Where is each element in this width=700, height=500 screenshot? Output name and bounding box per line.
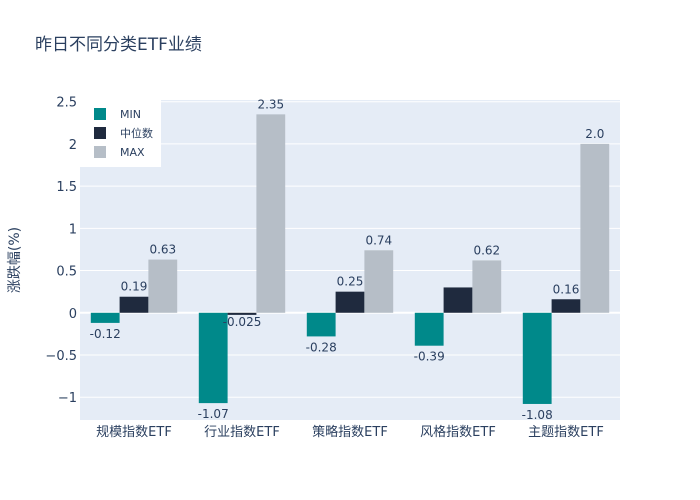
bars xyxy=(90,114,610,404)
x-axis-ticks: 规模指数ETF 行业指数ETF 策略指数ETF 风格指数ETF 主题指数ETF xyxy=(96,424,604,440)
legend-swatch[interactable] xyxy=(94,108,106,120)
data-label: -0.39 xyxy=(414,350,445,364)
data-label: 0.63 xyxy=(149,243,176,257)
data-label: 2.0 xyxy=(585,127,604,141)
legend-label[interactable]: 中位数 xyxy=(120,126,153,140)
data-label: -1.07 xyxy=(198,407,229,421)
x-tick-label: 行业指数ETF xyxy=(204,425,280,440)
bar-MIN-行业指数ETF[interactable] xyxy=(198,312,228,404)
bar-中位数-风格指数ETF[interactable] xyxy=(443,287,473,313)
bar-MIN-风格指数ETF[interactable] xyxy=(414,312,444,346)
x-tick-label: 规模指数ETF xyxy=(96,425,172,440)
y-tick-label: 0.5 xyxy=(56,265,77,280)
data-label: -0.12 xyxy=(90,327,121,341)
bar-MAX-规模指数ETF[interactable] xyxy=(148,259,178,313)
data-label: 0.25 xyxy=(337,275,364,289)
data-label: -0.28 xyxy=(306,340,337,354)
y-tick-label: 1.5 xyxy=(56,180,77,195)
data-label: 0.74 xyxy=(365,233,392,247)
y-tick-label: 2.5 xyxy=(56,96,77,111)
legend-label[interactable]: MAX xyxy=(120,146,145,159)
bar-中位数-主题指数ETF[interactable] xyxy=(551,299,581,313)
y-tick-label: 0 xyxy=(69,307,77,322)
y-axis-title: 涨跌幅(%) xyxy=(7,227,23,293)
legend-swatch[interactable] xyxy=(94,127,106,139)
legend[interactable]: MIN 中位数 MAX xyxy=(80,100,161,167)
bar-MAX-主题指数ETF[interactable] xyxy=(580,143,610,313)
chart-title: 昨日不同分类ETF业绩 xyxy=(35,35,202,55)
bar-MAX-行业指数ETF[interactable] xyxy=(256,114,286,313)
legend-swatch[interactable] xyxy=(94,146,106,158)
legend-box xyxy=(80,100,161,167)
data-labels: -0.12 -1.07 -0.28 -0.39 -1.08 0.19 -0.025 0.25 0… xyxy=(90,97,605,422)
y-axis-ticks: −1 −0.5 0 0.5 1 1.5 2 2.5 xyxy=(45,96,77,407)
bar-MIN-主题指数ETF[interactable] xyxy=(522,312,552,404)
x-tick-label: 策略指数ETF xyxy=(312,424,388,440)
data-label: 0.16 xyxy=(553,282,580,296)
y-tick-label: 2 xyxy=(69,138,77,153)
bar-MAX-策略指数ETF[interactable] xyxy=(364,250,394,313)
x-tick-label: 主题指数ETF xyxy=(528,425,604,440)
bar-MIN-策略指数ETF[interactable] xyxy=(306,312,336,337)
data-label: -1.08 xyxy=(522,408,553,422)
bar-中位数-行业指数ETF[interactable] xyxy=(227,312,257,315)
bar-中位数-规模指数ETF[interactable] xyxy=(119,296,149,313)
data-label: 0.19 xyxy=(121,280,148,294)
data-label: 2.35 xyxy=(257,97,284,111)
y-tick-label: −0.5 xyxy=(45,349,77,364)
bar-MAX-风格指数ETF[interactable] xyxy=(472,260,502,313)
legend-label[interactable]: MIN xyxy=(120,108,141,121)
x-tick-label: 风格指数ETF xyxy=(420,424,496,440)
y-tick-label: 1 xyxy=(69,222,77,237)
y-tick-label: −1 xyxy=(58,391,77,406)
data-label: -0.025 xyxy=(223,315,262,329)
data-label: 0.62 xyxy=(473,243,500,257)
bar-中位数-策略指数ETF[interactable] xyxy=(335,291,365,313)
bar-MIN-规模指数ETF[interactable] xyxy=(90,312,120,323)
